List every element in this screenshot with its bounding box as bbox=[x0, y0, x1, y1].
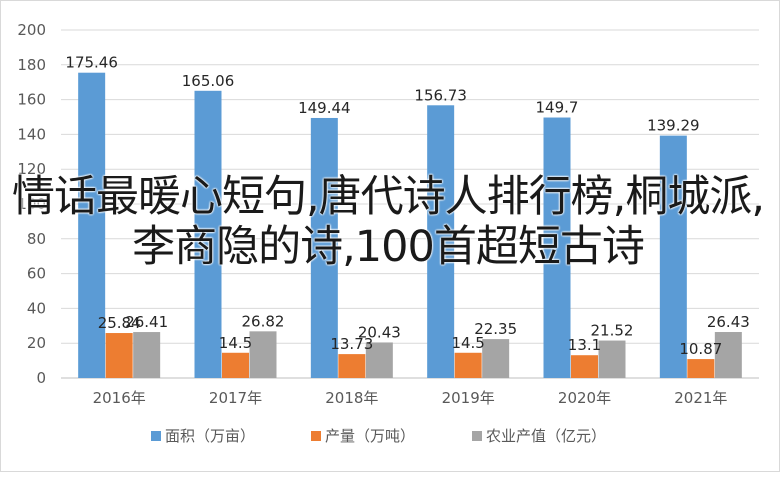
data-label: 14.5 bbox=[219, 334, 252, 352]
bar bbox=[105, 333, 133, 378]
y-tick-label: 200 bbox=[17, 21, 46, 39]
data-label: 26.43 bbox=[707, 313, 750, 331]
data-label: 26.41 bbox=[125, 313, 168, 331]
legend-swatch bbox=[472, 431, 482, 441]
legend-swatch bbox=[151, 431, 161, 441]
y-tick-label: 100 bbox=[17, 195, 46, 213]
bar bbox=[714, 332, 742, 378]
bar bbox=[482, 339, 510, 378]
data-label: 13.1 bbox=[568, 336, 601, 354]
bar bbox=[365, 342, 393, 378]
y-tick-label: 140 bbox=[17, 125, 46, 143]
bar bbox=[222, 352, 249, 378]
x-tick-label: 2016年 bbox=[93, 389, 146, 407]
bar bbox=[338, 354, 366, 378]
bar bbox=[78, 72, 106, 379]
y-tick-label: 180 bbox=[17, 56, 46, 74]
data-label: 13.73 bbox=[330, 335, 373, 353]
bar bbox=[249, 331, 277, 378]
bar bbox=[571, 355, 598, 378]
data-label: 139.29 bbox=[647, 117, 700, 135]
data-label: 175.46 bbox=[65, 54, 118, 72]
legend-label: 产量（万吨） bbox=[325, 427, 415, 445]
bars bbox=[78, 72, 742, 379]
bar bbox=[598, 340, 626, 378]
y-axis-ticks: 0 20 40 60 80 100 120 140 160 180 200 bbox=[17, 21, 46, 387]
legend-label: 面积（万亩） bbox=[165, 427, 255, 445]
data-label: 25.84 bbox=[98, 314, 141, 332]
y-tick-label: 60 bbox=[27, 265, 46, 283]
y-tick-label: 80 bbox=[27, 230, 46, 248]
x-axis-ticks: 2016年 2017年 2018年 2019年 2020年 2021年 bbox=[93, 389, 728, 407]
data-label: 14.5 bbox=[451, 334, 484, 352]
legend: 面积（万亩） 产量（万吨） 农业产值（亿元） bbox=[151, 427, 606, 445]
data-label: 165.06 bbox=[182, 72, 235, 90]
x-tick-label: 2019年 bbox=[442, 389, 495, 407]
bar bbox=[133, 332, 161, 378]
bar bbox=[194, 90, 222, 379]
data-label: 156.73 bbox=[414, 86, 467, 104]
data-label: 21.52 bbox=[591, 322, 634, 340]
x-tick-label: 2018年 bbox=[325, 389, 378, 407]
legend-swatch bbox=[311, 431, 321, 441]
data-label: 20.43 bbox=[358, 323, 401, 341]
y-tick-label: 120 bbox=[17, 160, 46, 178]
y-tick-label: 160 bbox=[17, 91, 46, 109]
bar bbox=[427, 105, 455, 379]
data-label: 10.87 bbox=[679, 340, 722, 358]
y-tick-label: 40 bbox=[27, 299, 46, 317]
y-tick-label: 0 bbox=[36, 369, 46, 387]
legend-label: 农业产值（亿元） bbox=[486, 427, 606, 445]
bar bbox=[659, 135, 687, 378]
data-label: 26.82 bbox=[242, 312, 285, 330]
data-label: 149.7 bbox=[536, 99, 579, 117]
bar bbox=[310, 117, 338, 379]
y-tick-label: 20 bbox=[27, 334, 46, 352]
x-tick-label: 2020年 bbox=[558, 389, 611, 407]
x-tick-label: 2017年 bbox=[209, 389, 262, 407]
data-label: 149.44 bbox=[298, 99, 351, 117]
x-tick-label: 2021年 bbox=[674, 389, 727, 407]
bar bbox=[454, 352, 482, 378]
bar bbox=[543, 117, 571, 378]
bar bbox=[687, 359, 715, 378]
data-label: 22.35 bbox=[474, 320, 517, 338]
gridlines bbox=[61, 29, 759, 379]
